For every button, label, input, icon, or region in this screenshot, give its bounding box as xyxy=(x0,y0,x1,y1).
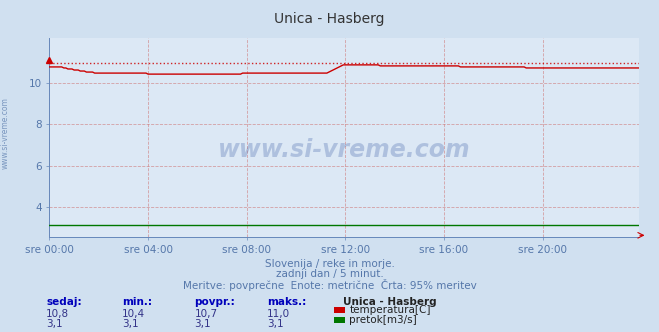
Text: temperatura[C]: temperatura[C] xyxy=(349,305,431,315)
Text: povpr.:: povpr.: xyxy=(194,297,235,307)
Text: www.si-vreme.com: www.si-vreme.com xyxy=(1,97,10,169)
Text: zadnji dan / 5 minut.: zadnji dan / 5 minut. xyxy=(275,269,384,279)
Text: 3,1: 3,1 xyxy=(267,319,283,329)
Text: Meritve: povprečne  Enote: metrične  Črta: 95% meritev: Meritve: povprečne Enote: metrične Črta:… xyxy=(183,279,476,291)
Text: 3,1: 3,1 xyxy=(194,319,211,329)
Text: Slovenija / reke in morje.: Slovenija / reke in morje. xyxy=(264,259,395,269)
Text: maks.:: maks.: xyxy=(267,297,306,307)
Text: 10,8: 10,8 xyxy=(46,309,69,319)
Text: Unica - Hasberg: Unica - Hasberg xyxy=(274,12,385,26)
Text: 10,4: 10,4 xyxy=(122,309,145,319)
Text: www.si-vreme.com: www.si-vreme.com xyxy=(218,138,471,162)
Text: pretok[m3/s]: pretok[m3/s] xyxy=(349,315,417,325)
Text: Unica - Hasberg: Unica - Hasberg xyxy=(343,297,436,307)
Text: 11,0: 11,0 xyxy=(267,309,290,319)
Text: 3,1: 3,1 xyxy=(46,319,63,329)
Text: min.:: min.: xyxy=(122,297,152,307)
Text: sedaj:: sedaj: xyxy=(46,297,82,307)
Text: 3,1: 3,1 xyxy=(122,319,138,329)
Text: 10,7: 10,7 xyxy=(194,309,217,319)
